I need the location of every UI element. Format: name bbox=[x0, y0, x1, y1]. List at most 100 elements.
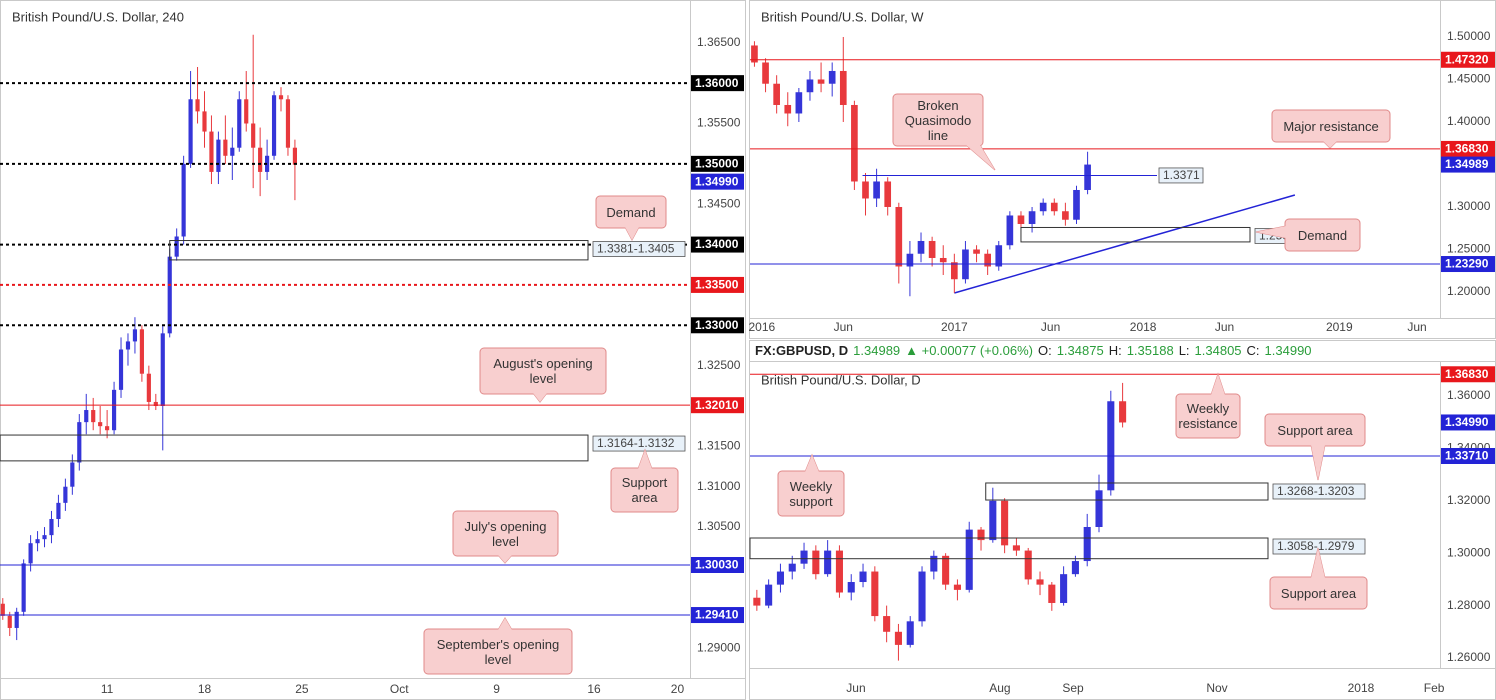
candle-body bbox=[753, 597, 761, 606]
callout-box bbox=[423, 628, 573, 675]
candle-body bbox=[1062, 211, 1069, 220]
level-label-box bbox=[1441, 156, 1495, 173]
y-tick-label: 1.29000 bbox=[697, 640, 741, 654]
callout: Broken Quasimodo line bbox=[904, 97, 972, 143]
candle-body bbox=[1017, 215, 1025, 224]
candle-body bbox=[965, 529, 973, 590]
candle-body bbox=[812, 550, 820, 575]
level-label: 1.36830 bbox=[1445, 367, 1489, 381]
callout-box bbox=[892, 93, 984, 147]
candle-body bbox=[928, 240, 936, 258]
candle-body bbox=[939, 257, 947, 263]
callout-text: September's opening level bbox=[436, 636, 560, 667]
candle-body bbox=[1084, 164, 1091, 190]
candle-body bbox=[1060, 574, 1068, 603]
y-tick-label: 1.30000 bbox=[1447, 199, 1491, 213]
candle-body bbox=[828, 70, 836, 84]
x-tick-label: 20 bbox=[671, 682, 685, 696]
candle-body bbox=[0, 603, 5, 616]
candle-body bbox=[765, 584, 773, 606]
candle-body bbox=[817, 79, 825, 84]
callout: August's opening level bbox=[493, 356, 592, 386]
level-label: 1.29410 bbox=[695, 608, 739, 622]
candle-body bbox=[995, 245, 1003, 267]
level-label-box bbox=[1441, 140, 1495, 157]
candle-body bbox=[773, 83, 780, 105]
callout-text: Demand bbox=[1297, 227, 1348, 243]
candle-body bbox=[271, 95, 277, 156]
level-label-box bbox=[1441, 366, 1495, 383]
candle-body bbox=[1028, 211, 1036, 224]
level-label: 1.34989 bbox=[1445, 157, 1489, 171]
callout-pointer-cover bbox=[966, 145, 995, 170]
zone-label-box bbox=[1272, 483, 1366, 500]
x-tick-label: Oct bbox=[390, 682, 409, 696]
y-tick-label: 1.36500 bbox=[697, 35, 741, 49]
candle-body bbox=[125, 341, 131, 350]
candle-body bbox=[942, 555, 950, 585]
level-label: 1.33500 bbox=[695, 278, 739, 292]
level-label-box bbox=[691, 276, 744, 293]
y-tick-label: 1.32500 bbox=[697, 358, 741, 372]
zone-label: 1.3164-1.3132 bbox=[597, 436, 675, 450]
candle-body bbox=[806, 79, 814, 93]
candle-body bbox=[930, 555, 938, 572]
plot-240 bbox=[0, 34, 690, 641]
candle-body bbox=[111, 389, 117, 431]
chart-title: British Pound/U.S. Dollar, 240 bbox=[12, 9, 184, 24]
level-label-box bbox=[691, 75, 744, 92]
candle-body bbox=[98, 422, 103, 427]
level-label-box bbox=[691, 317, 744, 334]
candle-body bbox=[894, 631, 902, 645]
level-label-box bbox=[691, 397, 744, 414]
y-tick-label: 1.26000 bbox=[1447, 650, 1491, 664]
callout-text: Support area bbox=[621, 475, 668, 505]
candle-body bbox=[223, 139, 228, 156]
x-tick-label: Sep bbox=[1062, 681, 1084, 695]
candle-body bbox=[973, 249, 980, 254]
callout-pointer-cover bbox=[638, 450, 652, 469]
callout: Support area bbox=[1280, 585, 1357, 601]
level-label-box bbox=[1441, 448, 1495, 465]
candle-body bbox=[953, 584, 961, 590]
candle-body bbox=[1036, 579, 1044, 585]
callout-pointer-cover bbox=[1256, 226, 1286, 238]
x-tick-label: 16 bbox=[587, 682, 601, 696]
x-tick-label: 25 bbox=[295, 682, 309, 696]
zone bbox=[985, 482, 1269, 501]
candle-body bbox=[895, 206, 903, 267]
candle-body bbox=[139, 329, 144, 374]
y-tick-label: 1.36000 bbox=[1447, 388, 1491, 402]
y-tick-label: 1.34500 bbox=[697, 196, 741, 210]
level-label: 1.3371 bbox=[1163, 168, 1200, 182]
plot-weekly bbox=[750, 36, 1440, 297]
x-tick-label: Jun bbox=[1407, 320, 1426, 334]
candle-body bbox=[49, 518, 54, 536]
callout-text: Support area bbox=[1280, 585, 1357, 601]
open-value: 1.34875 bbox=[1056, 342, 1104, 358]
zone-label-box bbox=[592, 241, 686, 257]
candle-body bbox=[195, 99, 200, 112]
callout-pointer-cover bbox=[498, 555, 512, 563]
callout-text: Broken Quasimodo line bbox=[904, 97, 972, 143]
candle-body bbox=[918, 571, 926, 622]
candle-body bbox=[862, 181, 869, 199]
candle-body bbox=[285, 99, 291, 148]
last-price: 1.34989 bbox=[853, 342, 901, 358]
chart-title: British Pound/U.S. Dollar, W bbox=[761, 9, 924, 24]
candle-body bbox=[42, 535, 47, 540]
level-label-box bbox=[691, 155, 744, 172]
level-label: 1.47320 bbox=[1445, 52, 1489, 66]
candle-body bbox=[951, 262, 958, 280]
candle-body bbox=[1119, 401, 1127, 423]
candle-body bbox=[153, 401, 158, 406]
level-label: 1.33710 bbox=[1445, 449, 1489, 463]
callout-pointer-cover bbox=[1323, 141, 1337, 148]
candle-body bbox=[906, 621, 914, 645]
callout-text: Weekly resistance bbox=[1179, 401, 1237, 431]
candle-body bbox=[984, 253, 991, 267]
y-tick-label: 1.30500 bbox=[697, 519, 741, 533]
callout-pointer-cover bbox=[805, 455, 819, 472]
x-tick-label: Jun bbox=[846, 681, 865, 695]
zone-label: 1.3058-1.2979 bbox=[1277, 539, 1355, 553]
